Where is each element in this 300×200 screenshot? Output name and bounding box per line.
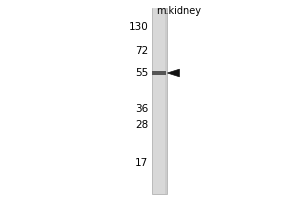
- Text: m.kidney: m.kidney: [156, 6, 201, 16]
- Text: 36: 36: [135, 104, 148, 114]
- Bar: [152, 8, 166, 194]
- Text: 130: 130: [129, 22, 148, 32]
- Bar: [153, 8, 165, 194]
- Text: 72: 72: [135, 46, 148, 56]
- Text: 28: 28: [135, 120, 148, 130]
- Bar: [152, 71, 166, 75]
- Polygon shape: [167, 69, 179, 77]
- Text: 55: 55: [135, 68, 148, 78]
- Text: 17: 17: [135, 158, 148, 168]
